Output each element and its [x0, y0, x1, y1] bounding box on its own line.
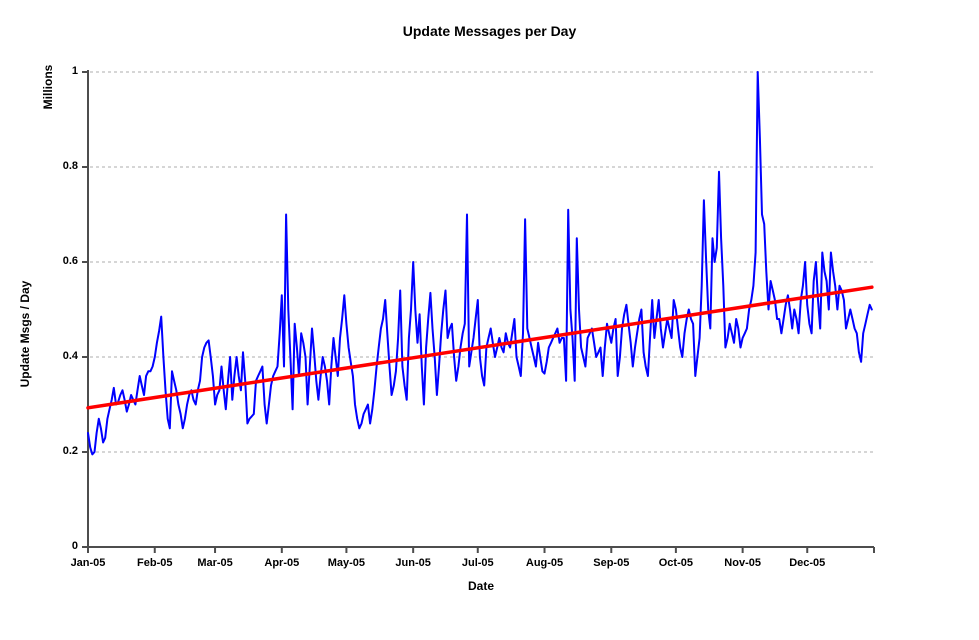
x-tick-label: Apr-05	[264, 557, 300, 569]
x-tick-label: Sep-05	[593, 557, 630, 569]
y-tick-label: 1	[71, 65, 78, 77]
x-tick-label: Mar-05	[197, 557, 233, 569]
chart-title: Update Messages per Day	[402, 23, 577, 39]
x-tick-label: Jan-05	[70, 557, 106, 569]
y-tick-label: 0	[71, 540, 78, 552]
y-tick-label: 0.2	[62, 445, 78, 457]
x-tick-label: Feb-05	[137, 557, 173, 569]
x-tick-label: Jul-05	[461, 557, 494, 569]
trend-line	[86, 285, 874, 410]
data-series-line	[87, 71, 873, 456]
x-tick-label: Oct-05	[658, 557, 693, 569]
y-tick-label: 0.8	[62, 160, 78, 172]
x-tick-label: Nov-05	[724, 557, 761, 569]
x-axis-title: Date	[467, 579, 494, 593]
x-tick-label: Jun-05	[395, 557, 431, 569]
x-tick-label: Dec-05	[789, 557, 826, 569]
x-tick-label: Aug-05	[525, 557, 564, 569]
y-tick-label: 0.4	[62, 350, 78, 362]
y-tick-label: 0.6	[62, 255, 78, 267]
x-tick-label: May-05	[327, 557, 366, 569]
